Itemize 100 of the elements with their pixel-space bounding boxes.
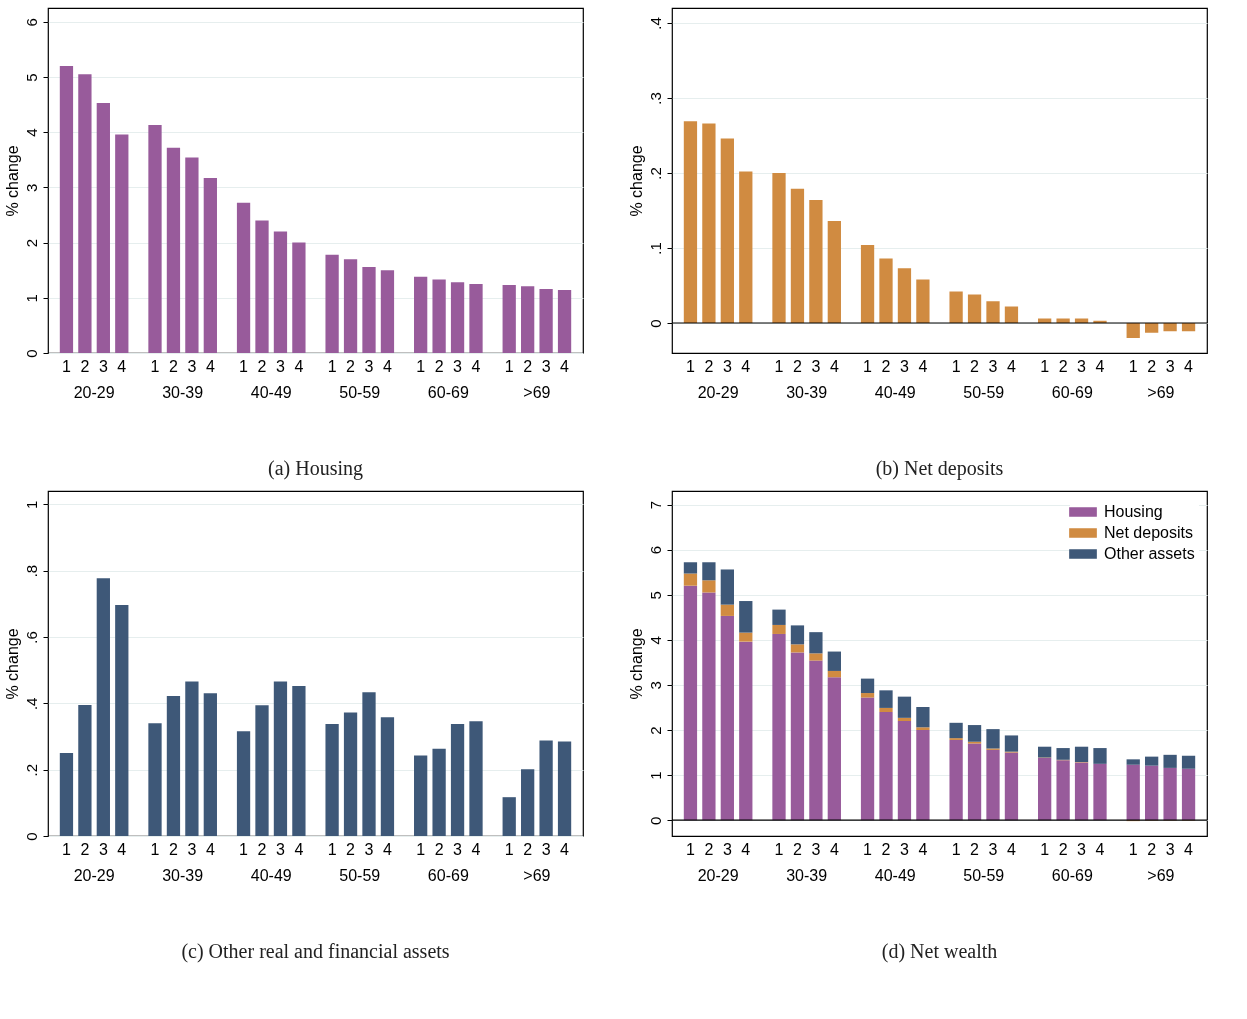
y-tick-label: .2 [646, 167, 664, 180]
x-tick-label: 4 [117, 358, 127, 375]
x-tick-label: 1 [150, 358, 160, 375]
text: 20-29 [73, 384, 115, 401]
y-tick-label: 6 [646, 545, 664, 555]
x-tick-label: 2 [257, 358, 267, 375]
x-tick-label: 4 [560, 358, 570, 375]
x-tick-label: 3 [1077, 358, 1087, 375]
y-axis-title: % change [3, 628, 21, 700]
x-tick-label: 4 [471, 358, 481, 375]
x-tick-label: 2 [80, 358, 90, 375]
x-tick-label: 1 [62, 358, 71, 375]
x-tick-label: 4 [205, 841, 215, 858]
x-tick-label: 3 [811, 358, 821, 375]
x-tick-label: 4 [741, 358, 751, 375]
text: >69 [523, 867, 551, 884]
y-tick-label: 1 [646, 771, 664, 780]
x-tick-label: 2 [1147, 358, 1157, 375]
x-tick-label: 3 [98, 358, 108, 375]
y-tick-label: .8 [22, 564, 40, 578]
x-tick-label: 3 [453, 841, 463, 858]
y-tick-label: 0 [22, 349, 40, 358]
x-tick-label: 2 [881, 358, 891, 375]
x-tick-label: 1 [774, 841, 784, 858]
x-tick-label: 2 [257, 841, 267, 858]
text: 30-39 [786, 867, 828, 884]
text: >69 [1147, 867, 1175, 884]
x-tick-label: 3 [276, 841, 285, 858]
text: 30-39 [162, 384, 204, 401]
x-tick-label: 2 [970, 358, 980, 375]
x-tick-label: 2 [704, 841, 714, 858]
x-tick-label: 1 [774, 358, 784, 375]
y-axis-title: % change [627, 145, 645, 217]
text: 50-59 [963, 384, 1005, 401]
x-tick-label: 3 [1077, 841, 1087, 858]
x-tick-label: 2 [169, 841, 178, 858]
text: (c) Other real and financial assets [181, 940, 450, 963]
y-tick-label: 0 [646, 816, 664, 825]
x-tick-label: 2 [169, 358, 178, 375]
x-tick-label: 4 [294, 841, 304, 858]
x-tick-label: 2 [881, 841, 891, 858]
x-tick-label: 4 [1184, 358, 1194, 375]
x-tick-label: 3 [541, 841, 551, 858]
text: 60-69 [427, 384, 469, 401]
x-tick-label: 1 [416, 358, 426, 375]
text: (b) Net deposits [875, 457, 1004, 480]
x-tick-label: 1 [1128, 841, 1138, 858]
x-tick-label: 3 [364, 358, 374, 375]
y-tick-label: 6 [22, 18, 40, 27]
x-tick-label: 1 [150, 841, 160, 858]
x-tick-label: 2 [793, 841, 802, 858]
y-tick-label: .4 [646, 17, 664, 30]
x-tick-label: 4 [383, 358, 392, 375]
y-tick-label: 4 [22, 128, 40, 137]
y-tick-label: 2 [646, 726, 664, 735]
text: 50-59 [339, 867, 381, 884]
y-tick-label: .1 [646, 242, 664, 255]
x-tick-label: 4 [741, 841, 751, 858]
y-tick-label: 0 [646, 319, 664, 328]
y-tick-label: 4 [646, 636, 664, 645]
x-tick-label: 4 [918, 841, 928, 858]
x-tick-label: 3 [541, 358, 551, 375]
text: 60-69 [427, 867, 469, 884]
text: 30-39 [786, 384, 828, 401]
x-tick-label: 2 [434, 358, 444, 375]
x-tick-label: 3 [988, 358, 998, 375]
x-tick-label: 3 [98, 841, 108, 858]
x-tick-label: 3 [364, 841, 374, 858]
x-tick-label: 2 [1058, 358, 1068, 375]
y-tick-label: 2 [22, 238, 40, 248]
y-tick-label: 3 [22, 183, 40, 193]
x-tick-label: 1 [686, 841, 695, 858]
y-tick-label: 3 [646, 681, 664, 690]
x-tick-label: 4 [471, 841, 481, 858]
text: 40-49 [874, 867, 916, 884]
x-tick-label: 3 [811, 841, 821, 858]
x-tick-label: 4 [829, 841, 839, 858]
x-tick-label: 3 [187, 841, 197, 858]
x-tick-label: 4 [1007, 841, 1016, 858]
x-tick-label: 3 [722, 841, 732, 858]
x-tick-label: 1 [62, 841, 71, 858]
legend-label: Other assets [1104, 545, 1195, 562]
x-tick-label: 4 [560, 841, 570, 858]
y-tick-label: 5 [22, 73, 40, 82]
x-tick-label: 4 [205, 358, 215, 375]
text: 20-29 [73, 867, 115, 884]
x-tick-label: 2 [80, 841, 90, 858]
x-tick-label: 4 [1007, 358, 1016, 375]
x-tick-label: 4 [294, 358, 304, 375]
x-tick-label: 1 [239, 358, 249, 375]
x-tick-label: 2 [793, 358, 802, 375]
y-tick-label: .4 [22, 697, 40, 711]
text: 60-69 [1051, 867, 1093, 884]
y-tick-label: 0 [22, 832, 40, 841]
x-tick-label: 1 [686, 358, 695, 375]
x-tick-label: 3 [900, 358, 909, 375]
text: 60-69 [1051, 384, 1093, 401]
x-tick-label: 3 [276, 358, 285, 375]
y-tick-label: 1 [22, 500, 40, 509]
x-tick-label: 2 [346, 358, 356, 375]
